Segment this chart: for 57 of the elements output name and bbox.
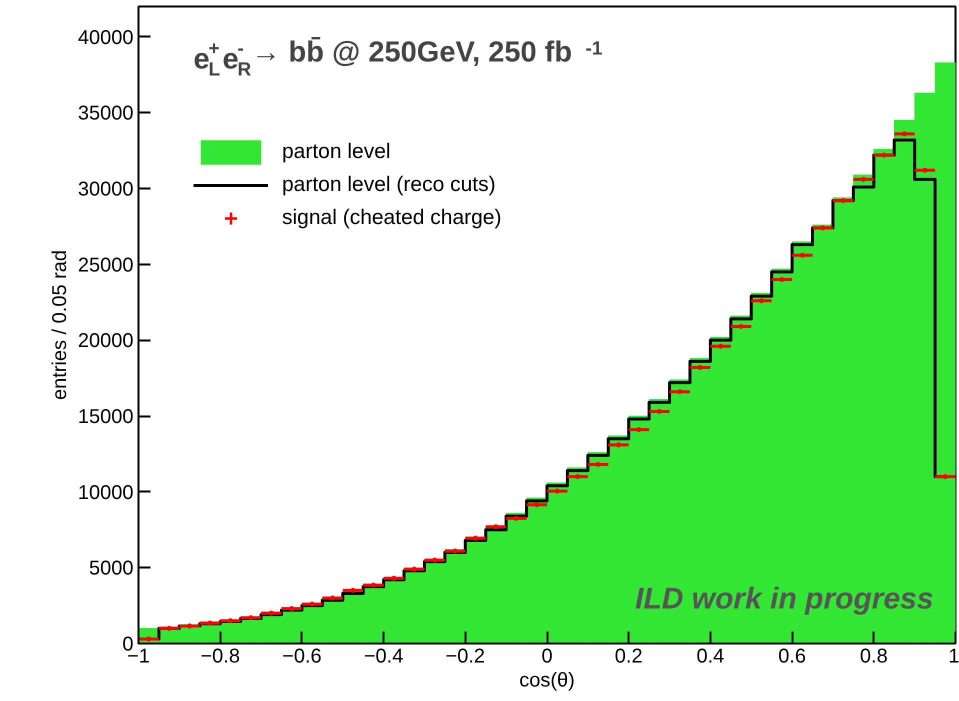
point xyxy=(146,636,152,642)
x-tick-label: 0.6 xyxy=(778,646,806,668)
point xyxy=(228,618,233,624)
x-tick-label: −0.2 xyxy=(446,646,486,668)
point xyxy=(391,576,396,581)
y-tick-label: 35000 xyxy=(78,102,134,125)
point xyxy=(882,152,887,158)
point xyxy=(758,298,764,304)
point xyxy=(289,606,294,612)
x-tick-label: 0.8 xyxy=(860,646,888,668)
y-tick-label: 20000 xyxy=(78,330,134,352)
point xyxy=(412,566,417,572)
point xyxy=(902,131,907,136)
point xyxy=(698,364,703,370)
x-tick-label: 1 xyxy=(948,646,959,668)
legend-label: parton level (reco cuts) xyxy=(282,173,496,197)
point xyxy=(718,344,724,349)
x-tick-label: 0 xyxy=(541,646,553,668)
point xyxy=(166,626,172,631)
point xyxy=(534,502,540,508)
point xyxy=(840,198,846,204)
y-tick-label: 40000 xyxy=(78,26,134,49)
y-tick-label: 5000 xyxy=(89,558,134,580)
point xyxy=(432,558,438,563)
y-tick-label: 25000 xyxy=(78,254,134,276)
x-tick-label: −0.6 xyxy=(282,646,322,668)
point xyxy=(248,615,254,620)
point xyxy=(922,168,928,173)
point xyxy=(350,588,356,593)
point xyxy=(942,474,948,480)
point xyxy=(861,176,866,182)
legend-label: signal (cheated charge) xyxy=(282,206,502,230)
point xyxy=(554,488,560,494)
point xyxy=(677,389,682,394)
point xyxy=(616,442,621,448)
legend-label: parton level xyxy=(282,140,391,164)
point xyxy=(473,536,478,541)
x-tick-label: 0.4 xyxy=(696,646,724,668)
x-axis-title: cos(θ) xyxy=(519,670,575,692)
point xyxy=(656,408,662,414)
x-tick-label: −0.4 xyxy=(364,646,404,668)
y-tick-label: 30000 xyxy=(78,178,134,200)
point xyxy=(310,602,315,607)
x-tick-label: −0.8 xyxy=(200,646,240,668)
annotation: ILD work in progress xyxy=(635,582,934,616)
point xyxy=(493,524,498,530)
point xyxy=(575,474,580,480)
point xyxy=(800,252,805,258)
x-tick-label: 0.2 xyxy=(614,646,643,668)
point xyxy=(636,427,642,432)
y-tick-label: 10000 xyxy=(78,482,134,504)
point xyxy=(370,582,376,588)
y-axis-title: entries / 0.05 rad xyxy=(48,250,71,400)
point xyxy=(514,516,519,521)
point xyxy=(820,225,826,230)
y-tick-label: 15000 xyxy=(78,406,134,428)
point xyxy=(268,610,274,616)
